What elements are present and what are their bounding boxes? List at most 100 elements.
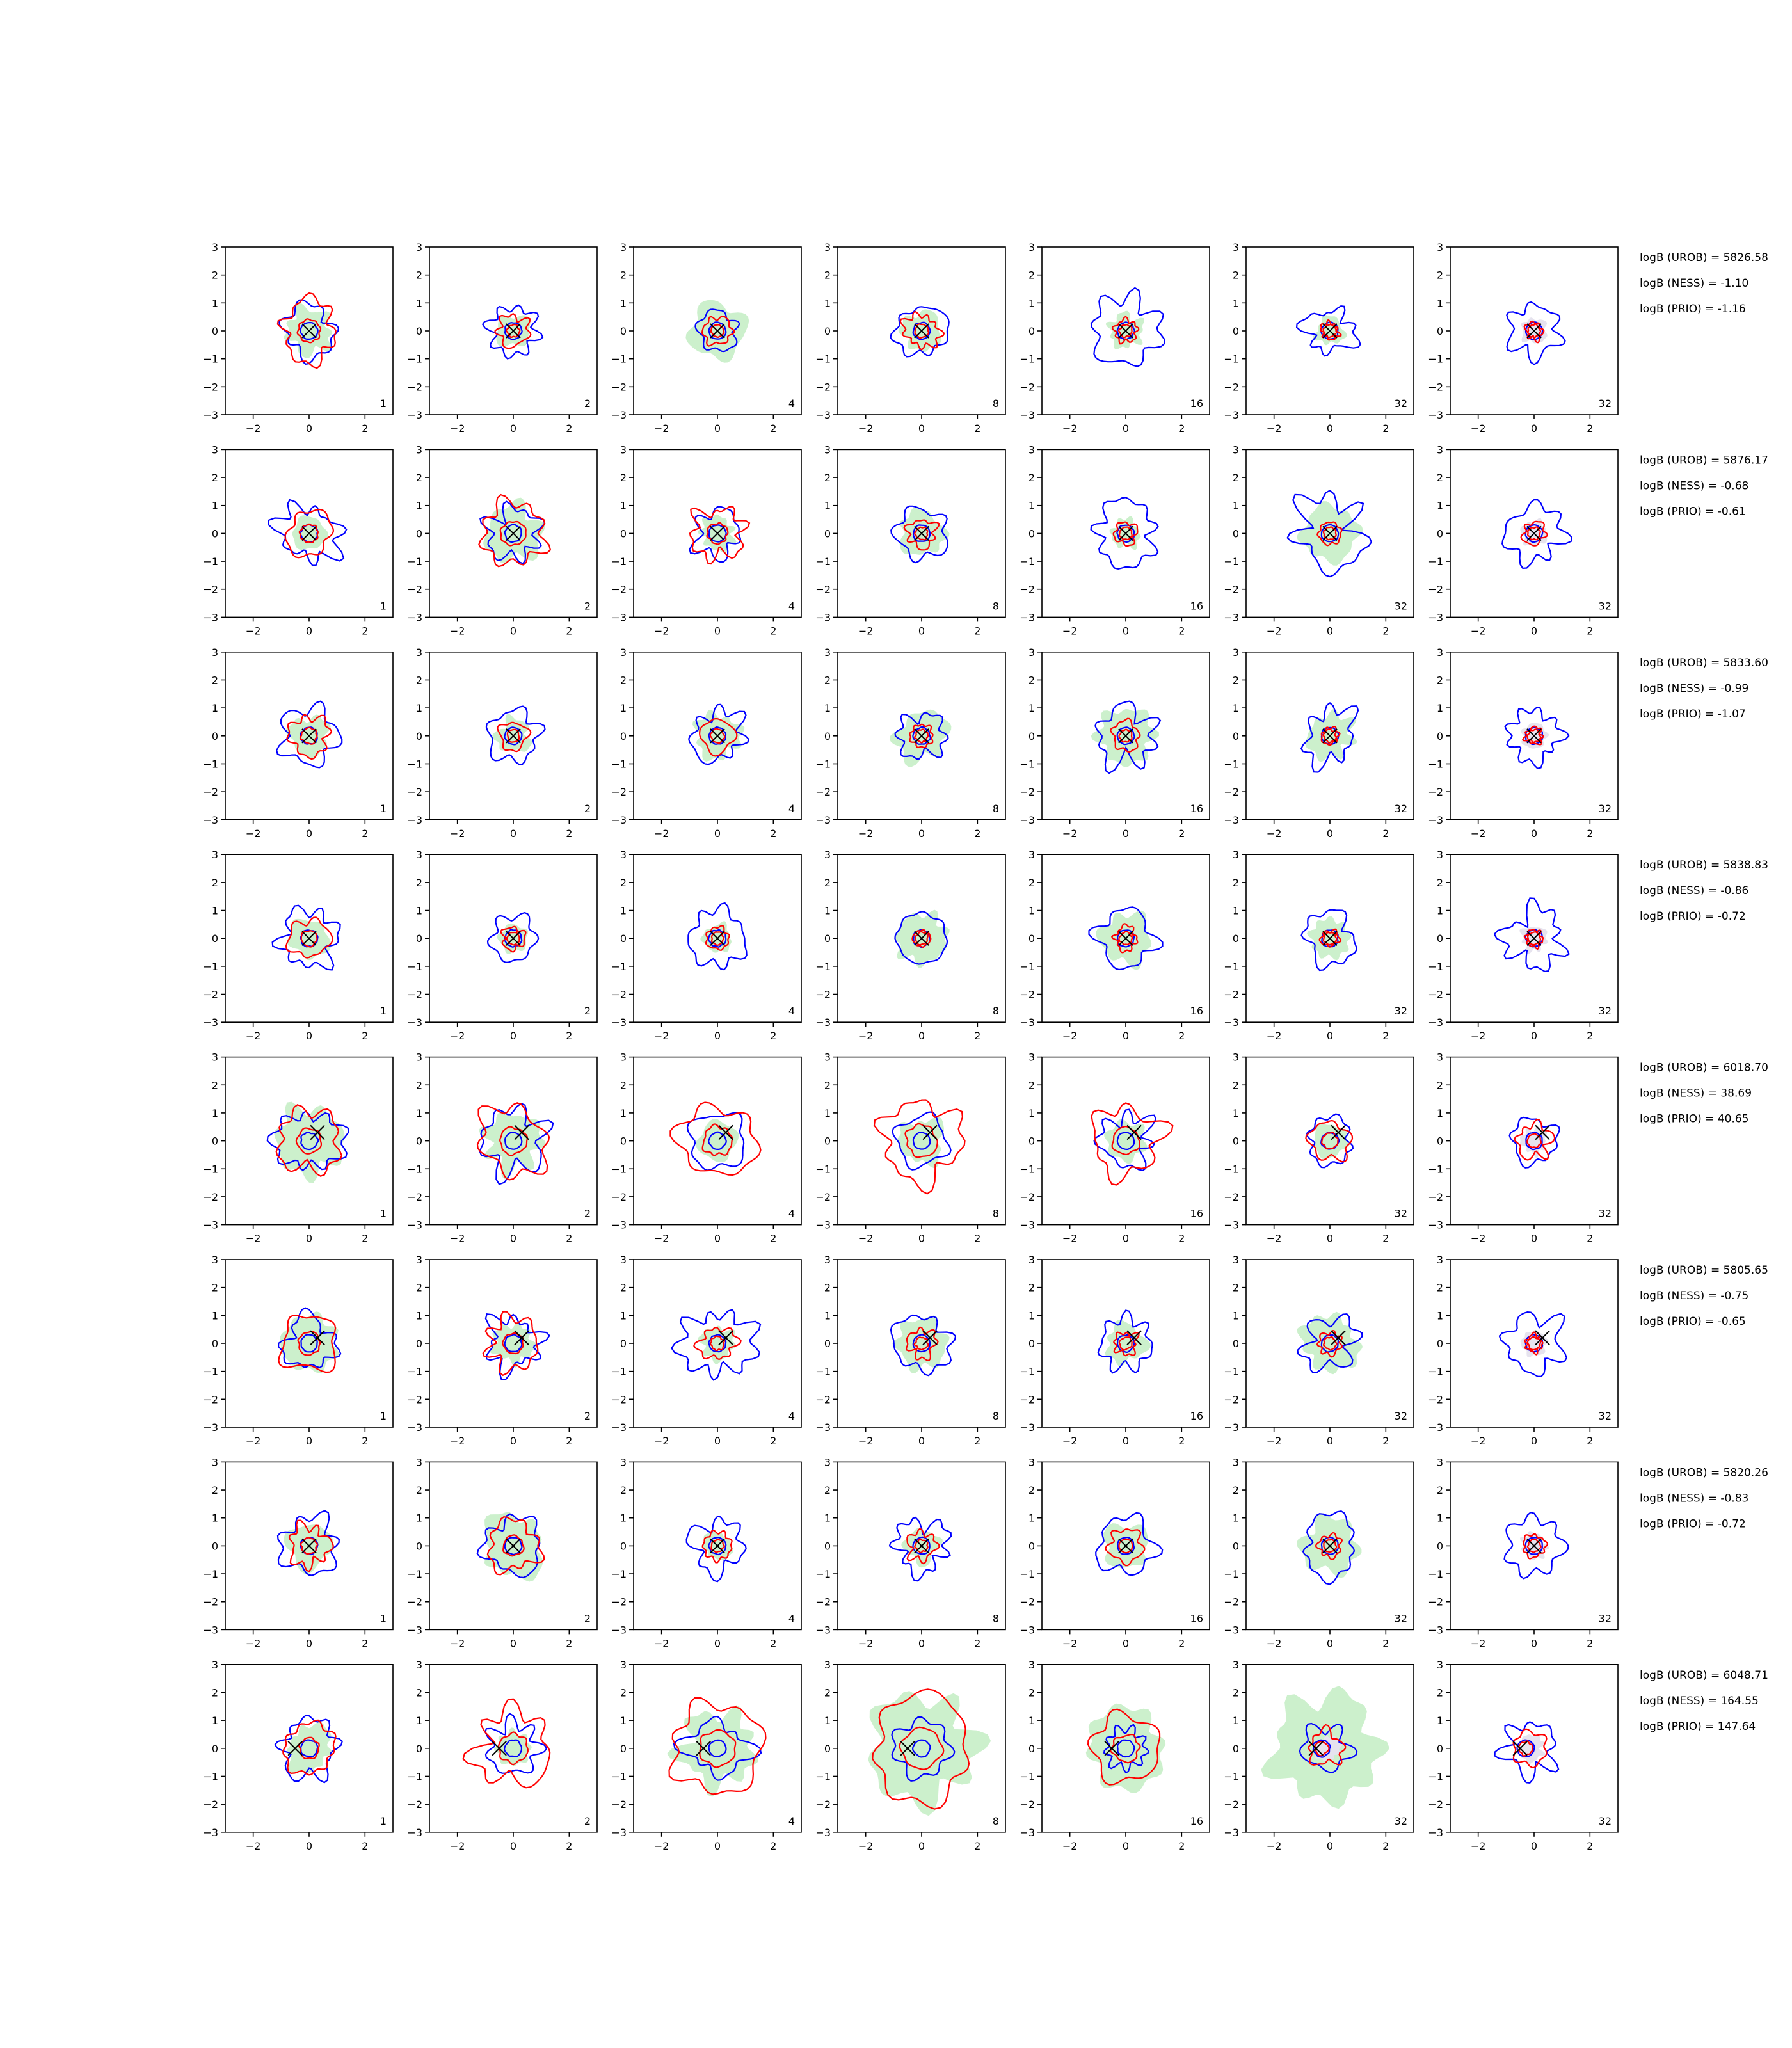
logb-stat-label: logB (PRIO) = -0.72	[1640, 1517, 1746, 1530]
y-tick-label: 0	[824, 527, 831, 540]
y-tick-label: 3	[416, 1254, 422, 1266]
x-tick-label: −2	[1471, 1637, 1486, 1649]
blue-contour-inner	[1320, 1537, 1340, 1555]
y-tick-label: −3	[1224, 1827, 1239, 1839]
blue-contour	[274, 1715, 343, 1784]
red-contour-inner	[701, 1123, 733, 1156]
panel-r5-c3: −3 −2 −1 0 1 2 3 −2 0 2 4	[611, 1052, 802, 1245]
x-tick-label: −2	[858, 1637, 874, 1649]
truth-marker	[1118, 525, 1133, 541]
red-contour-inner	[298, 523, 319, 544]
y-tick-label: 2	[824, 1686, 831, 1699]
panel-corner-label: 16	[1190, 397, 1203, 410]
panel-corner-label: 16	[1190, 1612, 1203, 1624]
red-contour	[285, 916, 333, 959]
x-tick-label: −2	[1267, 1030, 1282, 1042]
x-tick-label: 2	[974, 1637, 980, 1649]
density-fill	[698, 1325, 737, 1364]
y-tick-label: −2	[611, 1191, 627, 1203]
y-tick-label: −3	[1428, 814, 1443, 826]
blue-contour	[1501, 499, 1573, 570]
y-tick-label: −3	[1428, 1219, 1443, 1231]
blue-contour	[894, 712, 949, 760]
y-tick-label: −2	[407, 989, 422, 1001]
y-tick-label: 1	[416, 1512, 422, 1524]
y-tick-label: 1	[416, 500, 422, 512]
x-tick-label: −2	[450, 625, 465, 637]
panel-r5-c6: −3 −2 −1 0 1 2 3 −2 0 2 32	[1224, 1052, 1414, 1245]
y-tick-label: 3	[824, 444, 831, 456]
y-tick-label: −2	[203, 584, 218, 596]
red-contour	[911, 929, 932, 948]
truth-marker	[1118, 1538, 1133, 1554]
x-tick-label: 0	[714, 1435, 721, 1447]
red-contour-inner	[709, 728, 726, 744]
red-contour	[903, 519, 940, 551]
panel-corner-label: 32	[1395, 1815, 1407, 1827]
y-tick-label: 0	[416, 527, 422, 540]
y-tick-label: 1	[824, 500, 831, 512]
x-tick-label: −2	[1471, 1030, 1486, 1042]
red-contour	[1315, 1532, 1343, 1560]
panel-r7-c2: −3 −2 −1 0 1 2 3 −2 0 2 2	[407, 1456, 598, 1649]
logb-stat-label: logB (NESS) = -0.99	[1640, 682, 1748, 695]
red-contour-inner	[1118, 1538, 1133, 1554]
panel-r3-c4: −3 −2 −1 0 1 2 3 −2 0 2 8	[815, 646, 1006, 840]
x-tick-label: 2	[770, 828, 776, 840]
panel-r4-c3: −3 −2 −1 0 1 2 3 −2 0 2 4	[611, 849, 802, 1042]
y-tick-label: −3	[203, 409, 218, 421]
y-tick-label: 2	[416, 472, 422, 484]
y-tick-label: 3	[620, 849, 627, 861]
density-fill	[287, 918, 332, 961]
density-fill	[1314, 1124, 1348, 1160]
panel-r6-c1: −3 −2 −1 0 1 2 3 −2 0 2 1	[203, 1254, 394, 1447]
truth-marker	[900, 1741, 915, 1756]
y-tick-label: −2	[815, 1596, 831, 1608]
x-tick-label: −2	[246, 828, 261, 840]
x-tick-label: 0	[918, 422, 925, 435]
y-tick-label: −3	[815, 1421, 831, 1434]
y-tick-label: 0	[1233, 730, 1239, 742]
blue-contour	[688, 703, 749, 765]
red-contour	[1305, 1119, 1354, 1163]
y-tick-label: −3	[1020, 611, 1035, 623]
y-tick-label: 1	[1028, 1715, 1035, 1727]
truth-marker	[710, 931, 725, 946]
blue-contour-inner	[912, 1131, 931, 1150]
y-tick-label: −2	[815, 381, 831, 393]
y-tick-label: −2	[1428, 584, 1443, 596]
y-tick-label: 0	[212, 325, 218, 337]
blue-contour-inner	[708, 1739, 727, 1757]
x-tick-label: 2	[1587, 1435, 1593, 1447]
y-tick-label: 0	[1028, 1540, 1035, 1552]
panel-corner-label: 32	[1599, 1208, 1612, 1220]
y-tick-label: −3	[407, 1421, 422, 1434]
x-tick-label: 0	[1123, 1637, 1129, 1649]
y-tick-label: −2	[407, 1393, 422, 1405]
red-contour	[873, 1099, 966, 1195]
x-tick-label: 2	[1178, 1435, 1185, 1447]
y-tick-label: 1	[1233, 1309, 1239, 1322]
truth-marker	[718, 1330, 733, 1345]
truth-marker	[506, 1538, 521, 1554]
y-tick-label: 3	[1028, 646, 1035, 659]
truth-marker	[1118, 323, 1133, 339]
blue-contour	[1297, 1313, 1363, 1374]
red-contour	[872, 1688, 970, 1810]
panel-corner-label: 8	[993, 1815, 999, 1827]
x-tick-label: 2	[362, 625, 368, 637]
panel-corner-label: 2	[584, 397, 591, 410]
y-tick-label: −3	[1020, 409, 1035, 421]
y-tick-label: 3	[1437, 849, 1443, 861]
y-tick-label: −3	[407, 1624, 422, 1636]
x-tick-label: 0	[306, 1233, 312, 1245]
x-tick-label: 2	[362, 422, 368, 435]
blue-contour	[1094, 700, 1162, 774]
panel-r3-c3: −3 −2 −1 0 1 2 3 −2 0 2 4	[611, 646, 802, 840]
x-tick-label: 2	[362, 1637, 368, 1649]
blue-contour	[890, 1314, 957, 1377]
y-tick-label: −3	[815, 1016, 831, 1028]
y-tick-label: −1	[1428, 961, 1443, 973]
red-contour-inner	[904, 1123, 938, 1158]
